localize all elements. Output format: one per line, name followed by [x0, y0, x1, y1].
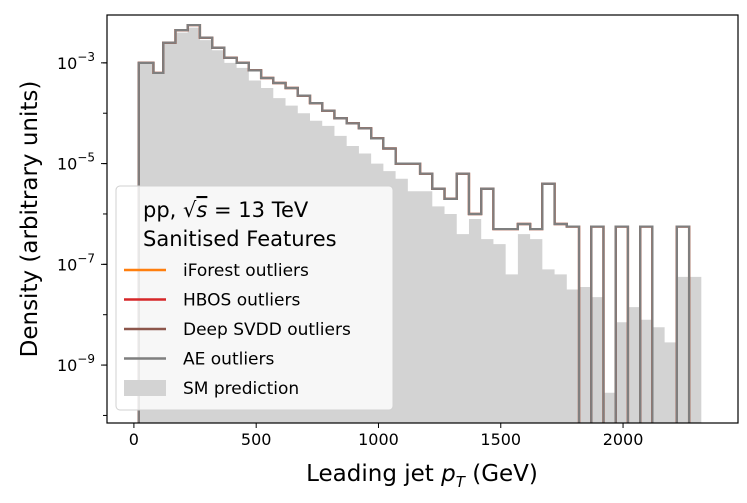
y-tick-label: 10−7	[57, 251, 95, 274]
legend-swatch-sm-prediction	[124, 380, 166, 396]
x-tick-label: 2000	[603, 430, 644, 449]
legend-label-iforest-outliers: iForest outliers	[183, 261, 309, 281]
legend-box	[115, 185, 394, 411]
series-ae-outliers	[137, 23, 691, 423]
x-tick-label: 1000	[358, 430, 399, 449]
legend-label-sm-prediction: SM prediction	[183, 379, 299, 399]
y-axis-label: Density (arbitrary units)	[17, 81, 43, 358]
legend-title-line-1: pp, √s = 13 TeV	[143, 198, 309, 222]
plot-frame	[106, 14, 739, 424]
axes: 0 500 1000 1500 2000 10−3 10−5 10−7 10−9	[57, 50, 643, 449]
legend-entries: iForest outliers HBOS outliers Deep SVDD o…	[124, 261, 351, 399]
y-tick-label: 10−5	[57, 151, 95, 174]
x-axis-label: Leading jet pT (GeV)	[306, 461, 538, 491]
legend-title-line-2: Sanitised Features	[143, 227, 337, 251]
legend-label-hbos-outliers: HBOS outliers	[183, 291, 300, 311]
y-tick-label: 10−3	[57, 50, 95, 73]
legend-label-deep-svdd-outliers: Deep SVDD outliers	[183, 320, 351, 340]
x-tick-label: 0	[129, 430, 139, 449]
legend: pp, √s = 13 TeV Sanitised Features iFore…	[115, 185, 394, 411]
x-tick-label: 500	[241, 430, 272, 449]
x-tick-label: 1500	[480, 430, 521, 449]
y-tick-label: 10−9	[57, 352, 95, 375]
legend-label-ae-outliers: AE outliers	[183, 350, 275, 370]
